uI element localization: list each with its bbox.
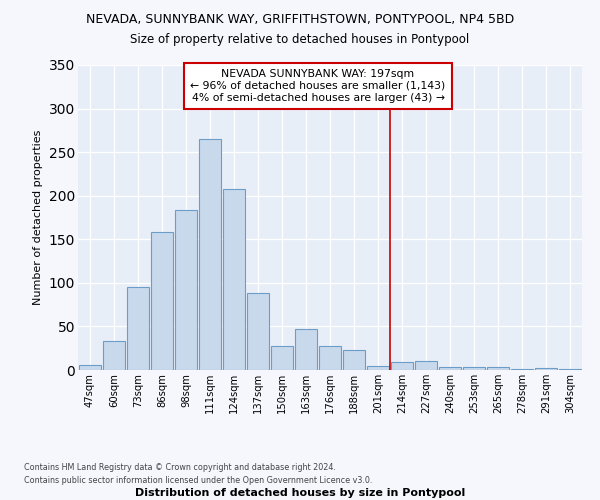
Text: Size of property relative to detached houses in Pontypool: Size of property relative to detached ho…	[130, 32, 470, 46]
Bar	[247, 294, 269, 370]
Bar	[415, 362, 437, 370]
Y-axis label: Number of detached properties: Number of detached properties	[33, 130, 43, 305]
Bar	[271, 346, 293, 370]
Bar	[79, 365, 101, 370]
Text: NEVADA SUNNYBANK WAY: 197sqm
← 96% of detached houses are smaller (1,143)
4% of : NEVADA SUNNYBANK WAY: 197sqm ← 96% of de…	[190, 70, 446, 102]
Bar	[223, 188, 245, 370]
Bar	[295, 329, 317, 370]
Bar	[127, 287, 149, 370]
Bar	[367, 366, 389, 370]
Text: Contains public sector information licensed under the Open Government Licence v3: Contains public sector information licen…	[24, 476, 373, 485]
Bar	[487, 366, 509, 370]
Bar	[199, 139, 221, 370]
Text: Distribution of detached houses by size in Pontypool: Distribution of detached houses by size …	[135, 488, 465, 498]
Bar	[391, 362, 413, 370]
Bar	[319, 346, 341, 370]
Bar	[559, 369, 581, 370]
Bar	[511, 369, 533, 370]
Bar	[343, 350, 365, 370]
Bar	[535, 368, 557, 370]
Bar	[463, 368, 485, 370]
Bar	[439, 368, 461, 370]
Text: Contains HM Land Registry data © Crown copyright and database right 2024.: Contains HM Land Registry data © Crown c…	[24, 464, 336, 472]
Bar	[175, 210, 197, 370]
Bar	[103, 341, 125, 370]
Text: NEVADA, SUNNYBANK WAY, GRIFFITHSTOWN, PONTYPOOL, NP4 5BD: NEVADA, SUNNYBANK WAY, GRIFFITHSTOWN, PO…	[86, 12, 514, 26]
Bar	[151, 232, 173, 370]
